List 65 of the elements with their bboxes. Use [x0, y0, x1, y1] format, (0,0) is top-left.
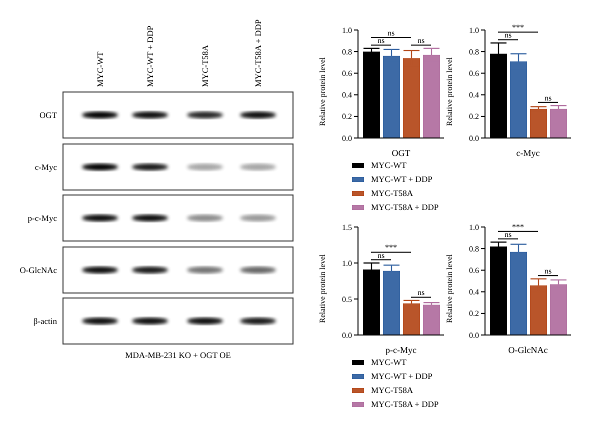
y-tick-label: 1.0: [469, 222, 479, 232]
legend-label: MYC-T58A: [371, 188, 414, 198]
x-axis-title: c-Myc: [516, 148, 540, 158]
y-tick-label: 1.0: [469, 26, 479, 35]
annotation: ns: [544, 266, 552, 276]
legend-label: MYC-T58A + DDP: [371, 202, 439, 212]
bar: [550, 284, 567, 335]
y-axis-title: Relative protein level: [444, 253, 454, 323]
y-tick-label: 1.0: [342, 26, 352, 35]
annotation: ns: [377, 36, 385, 46]
text: MDA-MB-231 KO + OGT OE: [125, 350, 231, 360]
annotation: ns: [417, 36, 425, 46]
legend-label: MYC-T58A: [371, 385, 414, 395]
annotation: ns: [544, 93, 552, 102]
y-tick-label: 0.5: [342, 294, 352, 304]
annotation: ***: [385, 243, 397, 252]
category-label: MYC-WT: [95, 50, 105, 87]
annotation: ns: [417, 288, 425, 298]
y-tick-label: 0.8: [469, 47, 479, 56]
y-axis-title: Relative protein level: [318, 253, 327, 323]
y-tick-label: 0.6: [469, 69, 479, 78]
y-tick-label: 1.5: [342, 222, 352, 232]
y-tick-label: 0.4: [469, 288, 479, 297]
x-axis-title: O-GlcNAc: [508, 345, 548, 355]
x-axis-title: p-c-Myc: [386, 345, 416, 355]
category-label: c-Myc: [34, 162, 57, 172]
y-tick-label: 0.8: [469, 244, 479, 254]
y-tick-label: 1.0: [342, 258, 352, 268]
legend-label: MYC-WT: [371, 357, 406, 367]
category-label: O-GlcNAc: [20, 265, 57, 275]
x-axis-title: OGT: [392, 148, 411, 158]
category-label: β-actin: [33, 316, 57, 326]
annotation: ***: [512, 23, 524, 32]
y-tick-label: 0.4: [342, 90, 352, 100]
annotation: ns: [504, 230, 512, 239]
annotation: ns: [504, 30, 512, 40]
bar: [530, 108, 547, 138]
y-tick-label: 0.0: [342, 134, 352, 143]
category-label: MYC-WT + DDP: [145, 25, 155, 87]
y-axis-title: Relative protein level: [318, 56, 327, 126]
y-tick-label: 0.6: [469, 266, 479, 276]
y-tick-label: 0.2: [469, 309, 479, 318]
y-axis-title: Relative protein level: [444, 56, 454, 126]
legend-label: MYC-T58A + DDP: [371, 399, 439, 409]
y-tick-label: 0.0: [469, 330, 479, 340]
y-tick-label: 0.0: [469, 134, 479, 143]
y-tick-label: 0.2: [342, 112, 352, 122]
y-tick-label: 0.2: [469, 112, 479, 122]
annotation: ns: [387, 28, 395, 38]
legend-label: MYC-WT: [371, 160, 406, 170]
category-label: MYC-T58A + DDP: [253, 19, 263, 87]
y-tick-label: 0.6: [342, 69, 352, 78]
bar: [403, 303, 420, 335]
legend-label: MYC-WT + DDP: [371, 371, 432, 381]
y-tick-label: 0.0: [342, 330, 352, 340]
y-tick-label: 0.8: [342, 47, 352, 56]
annotation: ***: [512, 222, 524, 232]
y-tick-label: 0.4: [469, 90, 479, 100]
bar: [423, 304, 440, 335]
legend-label: MYC-WT + DDP: [371, 174, 432, 184]
annotation: ns: [377, 250, 385, 260]
category-label: p-c-Myc: [28, 213, 57, 223]
category-label: MYC-T58A: [200, 44, 210, 87]
bar: [550, 108, 567, 138]
category-label: OGT: [40, 110, 57, 120]
